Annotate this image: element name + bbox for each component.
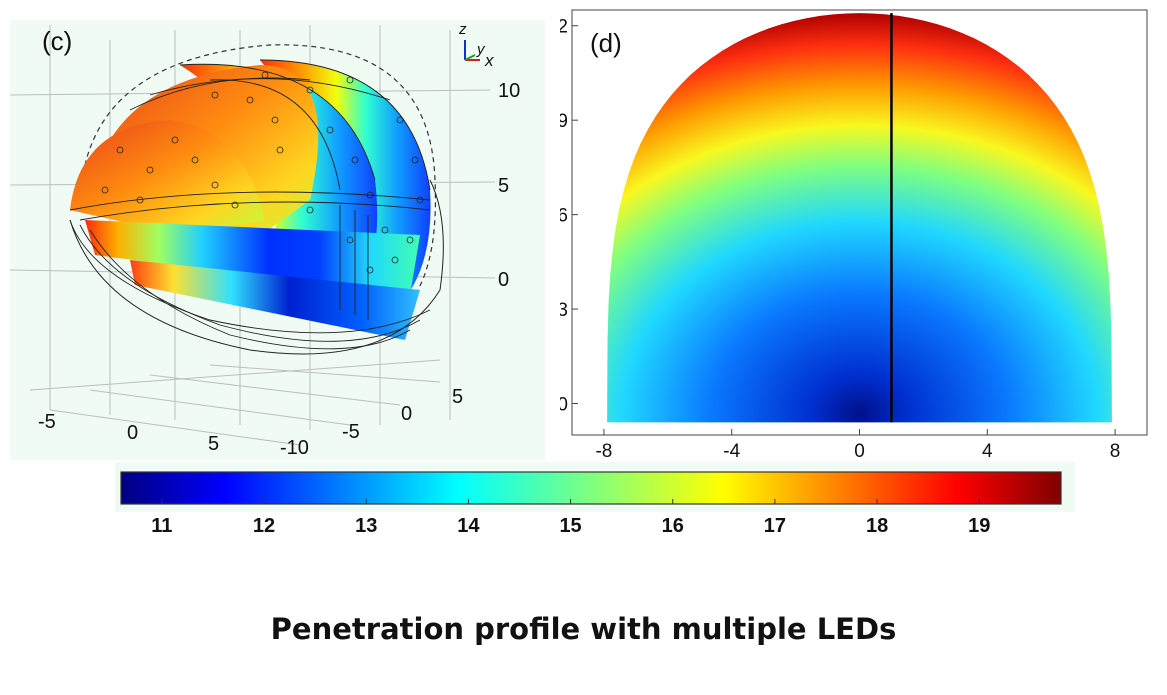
z-tick-label: 10 [498, 80, 520, 102]
panel-c-y-ticks: 5 0 -5 -10 [280, 386, 463, 459]
x-tick-label: 5 [208, 433, 219, 455]
panel-c-3d-slice-plot: z y x (c) 10 5 0 5 0 -5 -10 -5 0 5 [10, 20, 545, 460]
y-tick-label: -5 [342, 421, 360, 443]
head-outline-dashed [79, 44, 437, 321]
colorbar-tick-label: 17 [764, 515, 786, 537]
dome-heatmap [607, 13, 1112, 423]
slice-band-lower [130, 260, 420, 340]
x-tick-label: -5 [38, 411, 56, 433]
y-tick-label: 6 [560, 206, 568, 227]
slice-band-upper [85, 220, 420, 295]
z-tick-label: 0 [498, 269, 509, 291]
panel-c-x-ticks: -5 0 5 [38, 411, 219, 455]
colorbar-tick-label: 16 [662, 515, 684, 537]
colorbar-tick-label: 13 [355, 515, 377, 537]
colorbar-ticks: 11 12 13 14 15 16 17 18 19 [151, 499, 990, 537]
y-tick-label: 0 [560, 395, 568, 416]
colorbar-tick-label: 15 [559, 515, 581, 537]
y-tick-label: 3 [560, 300, 568, 321]
axis-triad-icon: z y x [458, 21, 494, 70]
colorbar-tick-label: 12 [253, 515, 275, 537]
colorbar-tick-label: 11 [151, 515, 172, 537]
panel-d-label: (d) [590, 28, 622, 58]
figure-title: Penetration profile with multiple LEDs [270, 612, 897, 646]
x-tick-label: 8 [1110, 441, 1121, 462]
triad-label-y: y [476, 41, 486, 58]
colorbar-gradient [120, 471, 1062, 505]
panel-d-y-axis: 0 3 6 9 12 [560, 17, 578, 416]
slice-cap-front [70, 120, 265, 235]
y-tick-label: 0 [401, 403, 412, 425]
panel-d-cross-section-plot: -8 -4 0 4 8 0 3 6 9 12 (d) [560, 9, 1148, 462]
triad-label-z: z [458, 21, 467, 38]
y-tick-label: 9 [560, 111, 568, 132]
colorbar-tick-label: 18 [866, 515, 888, 537]
y-tick-label: 5 [452, 386, 463, 408]
panel-c-label: (c) [42, 26, 72, 56]
x-tick-label: -8 [595, 441, 612, 462]
triad-label-x: x [484, 51, 494, 70]
colorbar-tick-label: 14 [457, 515, 480, 537]
panel-d-x-axis: -8 -4 0 4 8 [595, 429, 1120, 462]
x-tick-label: 0 [854, 441, 865, 462]
colorbar: 11 12 13 14 15 16 17 18 19 [115, 462, 1075, 537]
x-tick-label: 4 [982, 441, 993, 462]
colorbar-tick-label: 19 [968, 515, 990, 537]
x-tick-label: -4 [723, 441, 740, 462]
z-tick-label: 5 [498, 175, 509, 197]
panel-c-z-ticks: 10 5 0 [498, 80, 520, 291]
head-base-outline [69, 179, 444, 355]
x-tick-label: 0 [127, 422, 138, 444]
y-tick-label: -10 [280, 437, 309, 459]
led-markers [101, 71, 424, 274]
y-tick-label: 12 [560, 17, 568, 38]
